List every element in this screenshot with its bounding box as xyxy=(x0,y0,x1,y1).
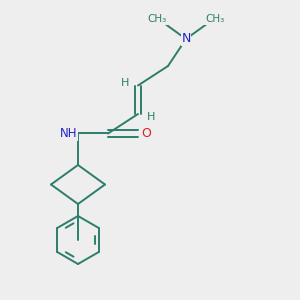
Text: CH₃: CH₃ xyxy=(148,14,167,25)
Text: N: N xyxy=(181,32,191,46)
Text: NH: NH xyxy=(60,127,78,140)
Text: CH₃: CH₃ xyxy=(205,14,224,25)
Text: O: O xyxy=(142,127,151,140)
Text: H: H xyxy=(121,77,130,88)
Text: H: H xyxy=(146,112,155,122)
